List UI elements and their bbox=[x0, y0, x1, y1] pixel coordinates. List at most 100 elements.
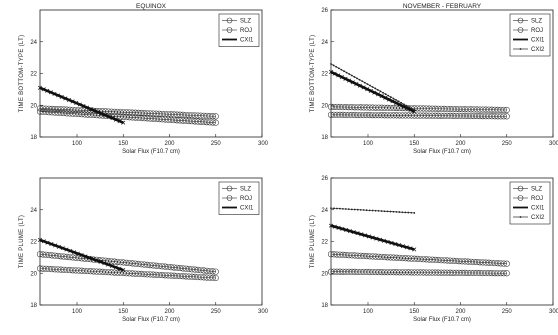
data-point bbox=[354, 252, 361, 259]
data-point bbox=[99, 268, 106, 275]
data-point bbox=[413, 212, 416, 214]
data-point bbox=[159, 110, 166, 118]
data-point bbox=[411, 269, 418, 276]
data-point bbox=[135, 260, 142, 268]
data-point bbox=[372, 104, 379, 111]
legend-label: CXI1 bbox=[240, 206, 254, 212]
data-point bbox=[362, 209, 365, 211]
data-point bbox=[488, 106, 495, 113]
data-point bbox=[366, 112, 373, 119]
data-point bbox=[74, 100, 79, 106]
data-point bbox=[129, 270, 136, 277]
data-point bbox=[497, 106, 504, 113]
data-point bbox=[414, 255, 421, 262]
legend-item-cxi1: CXI1 bbox=[222, 38, 254, 44]
y-tick-label: 22 bbox=[321, 72, 328, 78]
data-point bbox=[378, 104, 385, 111]
data-point bbox=[365, 209, 368, 212]
data-point bbox=[78, 111, 85, 118]
data-point bbox=[93, 268, 100, 275]
data-point bbox=[420, 105, 427, 112]
data-point bbox=[417, 105, 424, 112]
panel-2: NOVEMBER - FEBRUARY 100 150 200 250 300 18 20 22… bbox=[310, 3, 558, 155]
data-point bbox=[69, 110, 76, 117]
data-point bbox=[381, 104, 388, 111]
data-point bbox=[114, 108, 121, 115]
data-point bbox=[53, 243, 58, 248]
legend-label: ROJ bbox=[240, 28, 252, 34]
data-point bbox=[473, 106, 481, 113]
x-tick-label: 100 bbox=[72, 141, 83, 147]
data-point bbox=[390, 112, 397, 119]
data-point bbox=[123, 113, 130, 121]
legend-label: SLZ bbox=[531, 19, 542, 25]
data-point bbox=[330, 111, 338, 118]
data-point bbox=[447, 105, 454, 113]
data-point bbox=[405, 255, 412, 262]
y-tick-label: 24 bbox=[30, 40, 37, 46]
y-tick-label: 20 bbox=[30, 271, 37, 277]
data-point bbox=[379, 90, 382, 93]
data-point bbox=[456, 106, 463, 113]
data-point bbox=[461, 106, 469, 113]
x-axis-label: Solar Flux (F10.7 cm) bbox=[413, 317, 471, 323]
data-point bbox=[342, 111, 349, 118]
data-point bbox=[376, 92, 381, 97]
data-point bbox=[200, 118, 207, 126]
data-point bbox=[126, 109, 133, 116]
data-point bbox=[176, 265, 184, 272]
data-point bbox=[212, 274, 219, 282]
data-point bbox=[123, 270, 130, 277]
data-point bbox=[144, 110, 151, 117]
data-point bbox=[200, 267, 207, 274]
data-point bbox=[117, 113, 124, 120]
data-point bbox=[68, 248, 73, 253]
data-point bbox=[345, 71, 348, 74]
series-cxi1 bbox=[328, 223, 417, 252]
series-line bbox=[39, 86, 124, 124]
x-tick-label: 250 bbox=[211, 141, 222, 147]
data-point bbox=[438, 269, 445, 276]
data-point bbox=[414, 269, 421, 276]
data-point bbox=[497, 270, 504, 277]
data-point bbox=[476, 113, 484, 120]
data-point bbox=[339, 268, 346, 275]
data-point bbox=[52, 91, 57, 96]
series-cxi1 bbox=[37, 237, 126, 273]
data-point bbox=[370, 235, 375, 240]
legend-label: ROJ bbox=[240, 196, 252, 202]
data-point bbox=[363, 112, 370, 119]
data-point bbox=[435, 112, 442, 119]
data-point bbox=[488, 259, 495, 266]
data-point bbox=[503, 113, 510, 120]
data-point bbox=[392, 97, 395, 100]
data-point bbox=[426, 256, 433, 263]
series-cxi2 bbox=[330, 63, 416, 111]
data-point bbox=[153, 262, 160, 269]
data-point bbox=[141, 115, 148, 122]
data-point bbox=[482, 259, 489, 266]
x-tick-label: 150 bbox=[118, 141, 129, 147]
legend-label: SLZ bbox=[240, 19, 251, 25]
data-point bbox=[438, 112, 445, 119]
data-point bbox=[479, 259, 486, 266]
data-point bbox=[479, 269, 486, 277]
data-point bbox=[354, 111, 361, 119]
data-point bbox=[123, 259, 130, 266]
data-point bbox=[426, 105, 433, 112]
data-point bbox=[343, 70, 345, 73]
data-point bbox=[389, 210, 392, 213]
data-point bbox=[447, 257, 454, 264]
data-point bbox=[206, 119, 213, 126]
data-point bbox=[345, 252, 352, 259]
data-point bbox=[500, 106, 507, 114]
legend-label: SLZ bbox=[531, 187, 542, 193]
data-point bbox=[135, 270, 142, 277]
data-point bbox=[407, 211, 410, 214]
data-point bbox=[153, 115, 160, 123]
data-point bbox=[56, 244, 61, 249]
y-tick-label: 22 bbox=[30, 240, 37, 246]
data-point bbox=[368, 88, 373, 93]
data-point bbox=[59, 94, 64, 99]
data-point bbox=[191, 273, 198, 280]
